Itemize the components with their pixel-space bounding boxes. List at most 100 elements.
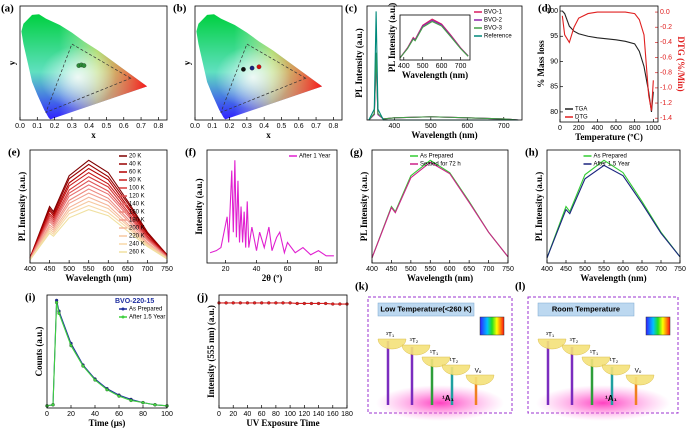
series-line	[29, 208, 168, 261]
x-tick-label: 0.4	[259, 123, 269, 130]
plot-frame	[46, 294, 168, 409]
panel-label: (f)	[185, 147, 196, 159]
point	[54, 300, 59, 305]
x-tick-label: 40	[253, 266, 261, 273]
x-tick-label: 400	[24, 266, 36, 273]
legend-label: 180 K	[129, 218, 145, 224]
legend-label: 40 K	[129, 162, 141, 168]
x-tick-label: 600	[610, 125, 622, 132]
legend-label: Reference	[484, 34, 512, 40]
y2-tick-label: -0.4	[660, 39, 672, 46]
x-tick-label: 500	[425, 123, 437, 130]
plot-frame	[371, 149, 509, 264]
series-line	[29, 167, 168, 259]
x-tick-label: 80	[139, 411, 147, 418]
point	[51, 403, 55, 407]
point	[57, 311, 61, 315]
legend-label: 100 K	[129, 186, 145, 192]
x-axis-label: x	[266, 130, 271, 140]
x-tick-label: 450	[44, 266, 56, 273]
series-line	[29, 204, 168, 261]
legend-label: 240 K	[129, 242, 145, 248]
x-tick-label: 0	[558, 125, 562, 132]
plot-frame	[546, 149, 681, 264]
y2-tick-label: 0.0	[660, 9, 670, 16]
x-tick-label: 0.7	[136, 123, 146, 130]
level-bowl	[601, 364, 631, 376]
x-axis-label: Temperature (ºC)	[575, 132, 643, 142]
x-tick-label: 0.0	[15, 123, 25, 130]
y-tick-label: 85	[550, 84, 558, 91]
series-line	[29, 188, 168, 260]
y-axis-label: y	[7, 60, 17, 65]
y-axis-label: PL Intensity (a.u.)	[387, 3, 397, 73]
x-tick-label: 0.8	[153, 123, 163, 130]
level-label: ³T₁	[386, 332, 395, 339]
x-tick-label: 750	[161, 266, 173, 273]
panel-label: (k)	[355, 281, 369, 293]
legend-label: 80 K	[129, 178, 141, 184]
y-tick-label: 95	[550, 33, 558, 40]
plot-frame	[19, 5, 168, 121]
series-line	[29, 192, 168, 261]
y2-tick-label: -1.0	[660, 85, 672, 92]
x-tick-label: 500	[405, 266, 417, 273]
point	[309, 301, 314, 306]
diagram-title: Room Temperature	[552, 304, 620, 313]
point	[256, 64, 262, 70]
series-line	[546, 159, 681, 259]
x-tick-label: 600	[444, 266, 456, 273]
legend-label: 200 K	[129, 226, 145, 232]
plot-area	[560, 6, 658, 122]
plot-frame	[29, 149, 168, 264]
x-axis-label: Wavelength (nm)	[402, 70, 468, 80]
legend-label: BVO-2	[484, 18, 503, 24]
x-tick-label: 60	[284, 266, 292, 273]
series-line	[29, 176, 168, 260]
x-tick-label: 550	[424, 266, 436, 273]
series-line	[29, 184, 168, 260]
series-line	[399, 20, 469, 59]
x-tick-label: 0.4	[84, 123, 94, 130]
point	[129, 398, 133, 403]
ground-label: ¹A₁	[442, 394, 454, 403]
diagram-title: Low Temperature(<260 K)	[380, 304, 472, 313]
gamut-triangle	[45, 43, 132, 114]
point	[274, 301, 278, 305]
x-tick-label: 400	[541, 266, 553, 273]
panel-label: (a)	[1, 3, 14, 15]
y-axis-label: PL Intensity (a.u.)	[534, 172, 544, 242]
series-line	[209, 160, 334, 257]
x-tick-label: 40	[91, 411, 99, 418]
level-bowl	[441, 364, 471, 376]
level-bowl	[581, 356, 611, 368]
level-label: ¹T₁	[590, 350, 599, 357]
x-tick-label: 80	[315, 266, 323, 273]
point	[249, 65, 255, 71]
legend-label: After 1.5 Year	[129, 315, 165, 321]
x-tick-label: 400	[591, 125, 603, 132]
series-line	[546, 164, 681, 259]
x-tick-label: 0.3	[242, 123, 252, 130]
plot-area	[219, 295, 347, 408]
level-label: ¹T₂	[450, 358, 459, 365]
level-label: Vₒ	[475, 368, 482, 375]
point	[267, 301, 271, 305]
y2-tick-label: -0.8	[660, 70, 672, 77]
legend-label: DTG	[575, 115, 588, 121]
point	[295, 301, 299, 306]
point	[302, 301, 306, 306]
legend-label: TGA	[575, 107, 587, 113]
point	[288, 301, 292, 305]
x-tick-label: 700	[483, 266, 495, 273]
point	[281, 301, 285, 305]
plot-frame	[399, 14, 471, 61]
spectrum-inset	[479, 316, 505, 336]
level-bowl	[421, 356, 451, 368]
point	[245, 301, 250, 305]
gamut-triangle	[220, 43, 307, 114]
x-tick-label: 20	[229, 411, 237, 418]
legend-label: As Prepared	[420, 154, 453, 160]
level-label: ¹T₂	[610, 358, 619, 365]
level-bowl	[465, 374, 495, 386]
